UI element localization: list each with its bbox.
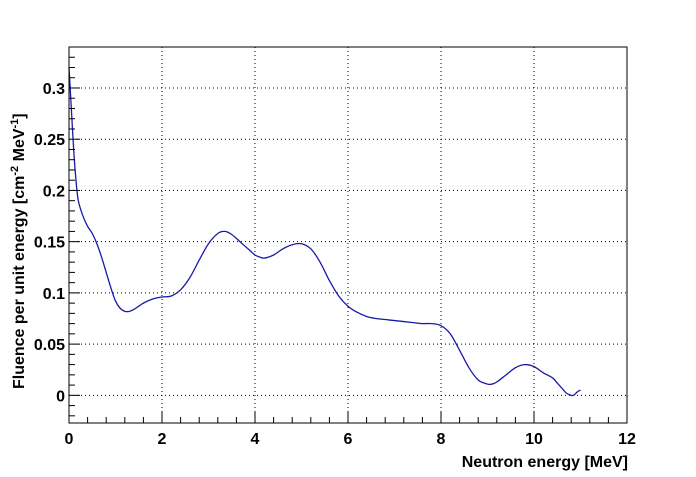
y-tick-label: 0 <box>56 388 65 405</box>
grid-layer <box>69 47 627 423</box>
y-tick-label: 0.1 <box>43 286 65 303</box>
ticks-layer <box>68 46 628 423</box>
y-axis-title-exp1: -2 <box>9 166 21 176</box>
y-tick-label: 0.05 <box>34 337 65 354</box>
x-tick-label: 6 <box>344 431 353 448</box>
x-tick-label: 0 <box>65 431 74 448</box>
fluence-series-line <box>68 67 581 397</box>
x-tick-label: 2 <box>158 431 167 448</box>
tick-labels-layer: 0 2 4 6 8 10 12 0 0.05 0.1 0.15 0.2 0.25 0.3 <box>34 81 636 448</box>
y-tick-label: 0.2 <box>43 183 65 200</box>
y-axis-title-prefix: Fluence per unit energy [cm <box>11 176 28 389</box>
x-axis-title: Neutron energy [MeV] <box>462 454 628 471</box>
x-tick-label: 4 <box>251 431 260 448</box>
x-tick-label: 8 <box>437 431 446 448</box>
x-tick-label: 10 <box>525 431 543 448</box>
series-layer <box>68 67 581 397</box>
y-tick-label: 0.3 <box>43 81 65 98</box>
y-axis-title-suffix: ] <box>11 113 28 118</box>
y-tick-label: 0.25 <box>34 132 65 149</box>
y-axis-title-exp2: -1 <box>9 119 21 129</box>
y-axis-title: Fluence per unit energy [cm-2 MeV-1] <box>9 113 28 389</box>
y-tick-label: 0.15 <box>34 235 65 252</box>
x-tick-label: 12 <box>618 431 636 448</box>
y-axis-title-middle: MeV <box>11 128 28 166</box>
